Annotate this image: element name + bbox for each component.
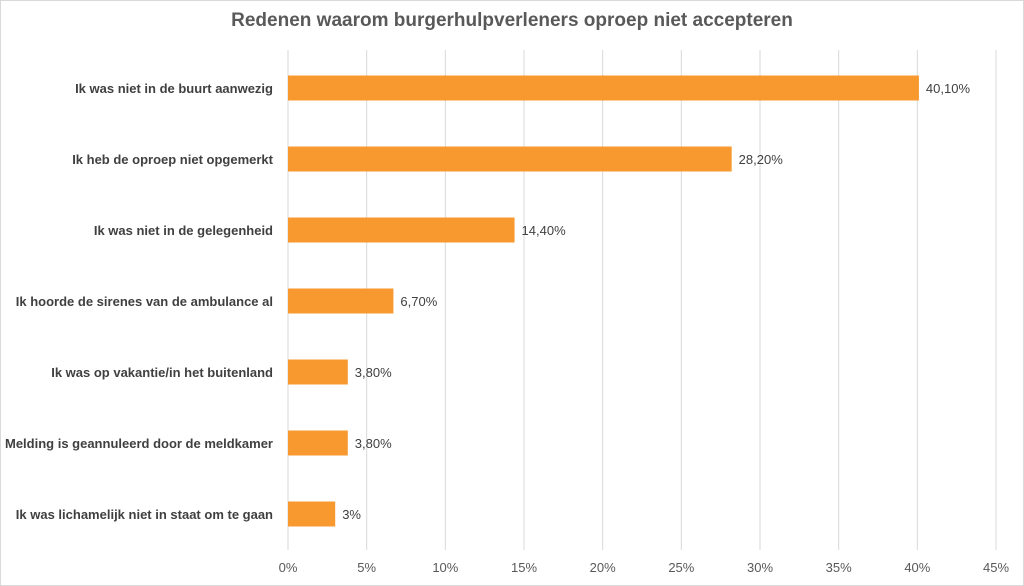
data-label: 3,80% xyxy=(355,365,392,380)
x-tick-label: 45% xyxy=(983,560,1009,575)
x-tick-label: 5% xyxy=(357,560,376,575)
category-labels: Ik was niet in de buurt aanwezig Ik heb d… xyxy=(5,81,274,522)
category-label: Ik hoorde de sirenes van de ambulance al xyxy=(16,294,273,309)
x-tick-label: 40% xyxy=(904,560,930,575)
data-label: 14,40% xyxy=(522,223,567,238)
data-labels: 40,10% 28,20% 14,40% 6,70% 3,80% 3,80% 3% xyxy=(342,81,970,522)
bar xyxy=(288,75,919,101)
category-label: Ik was lichamelijk niet in staat om te g… xyxy=(16,507,273,522)
category-label: Melding is geannuleerd door de meldkamer xyxy=(5,436,273,451)
bar xyxy=(288,217,515,243)
category-label: Ik was niet in de gelegenheid xyxy=(94,223,273,238)
x-tick-label: 25% xyxy=(668,560,694,575)
data-label: 28,20% xyxy=(739,152,784,167)
data-label: 3,80% xyxy=(355,436,392,451)
bar xyxy=(288,430,348,456)
data-label: 40,10% xyxy=(926,81,971,96)
x-tick-label: 30% xyxy=(747,560,773,575)
bar xyxy=(288,501,336,527)
x-tick-label: 15% xyxy=(511,560,537,575)
bar xyxy=(288,146,732,172)
chart-title: Redenen waarom burgerhulpverleners oproe… xyxy=(231,10,793,31)
category-label: Ik was op vakantie/in het buitenland xyxy=(51,365,273,380)
bars xyxy=(288,75,919,527)
bar xyxy=(288,288,394,314)
data-label: 6,70% xyxy=(400,294,437,309)
bar xyxy=(288,359,348,385)
x-tick-label: 35% xyxy=(826,560,852,575)
x-tick-label: 0% xyxy=(279,560,298,575)
x-tick-label: 10% xyxy=(432,560,458,575)
category-label: Ik was niet in de buurt aanwezig xyxy=(75,81,273,96)
x-axis-ticks: 0% 5% 10% 15% 20% 25% 30% 35% 40% 45% xyxy=(279,560,1010,575)
x-tick-label: 20% xyxy=(590,560,616,575)
gridlines xyxy=(287,50,997,550)
category-label: Ik heb de oproep niet opgemerkt xyxy=(72,152,273,167)
data-label: 3% xyxy=(342,507,361,522)
